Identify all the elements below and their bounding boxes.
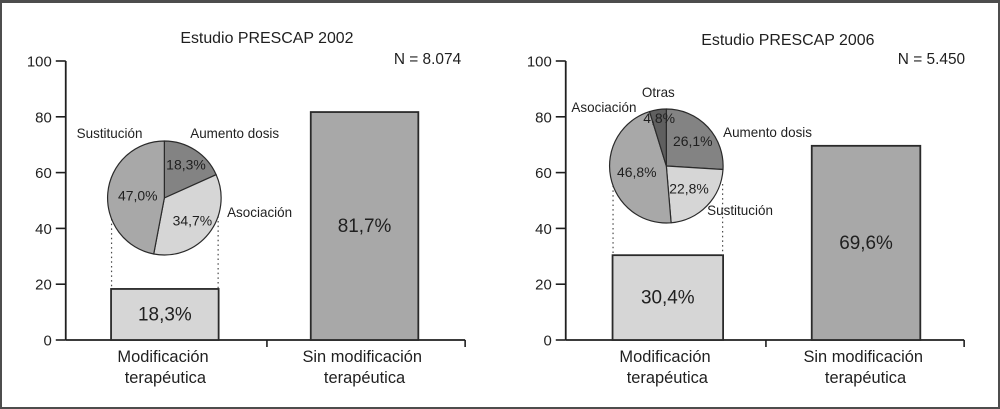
pie-percent-label: 18,3% [166,156,206,172]
category-line: terapéutica [627,369,709,387]
pie-slice-name-label: Aumento dosis [723,125,812,140]
panel-prescap-2002: Estudio PRESCAP 2002 N = 8.074 0 20 40 60 80… [27,30,466,387]
pie-percent-label: 26,1% [673,133,713,149]
pie-percent-label: 46,8% [617,164,657,180]
y-tick-label: 100 [27,53,52,70]
pie-slice [107,140,165,255]
pie-slice [665,108,724,171]
category-line: Sin modificación [302,348,422,366]
y-tick-label: 80 [535,109,552,126]
pie-percent-label: 4,8% [643,110,675,126]
bar-value-label: 81,7% [338,216,392,237]
bar-value-label: 18,3% [138,304,192,325]
pie-slice [153,174,222,256]
panel-title: Estudio PRESCAP 2006 [701,32,874,49]
bar-value-label: 30,4% [641,288,695,309]
y-tick-label: 0 [543,332,551,349]
bar [110,288,220,341]
pie-slice [648,108,667,167]
bar-value-label: 69,6% [839,233,893,254]
category-line: terapéutica [324,369,406,387]
category-line: Modificación [619,348,710,366]
pie-slice-name-label: Sustitución [77,126,143,141]
category-label: Sin modificación terapéutica [803,348,927,387]
bar [810,144,922,341]
pie-slice [163,140,217,199]
sample-size-label: N = 5.450 [898,51,965,68]
pie-slice-name-label: Otras [642,85,675,100]
pie-percent-label: 22,8% [669,180,709,196]
pie-slice [665,165,724,224]
category-label: Modificación terapéutica [117,348,213,387]
bar [611,254,725,341]
pie-slice-name-label: Asociación [227,205,292,220]
pie-percent-label: 34,7% [173,212,213,228]
y-tick-label: 40 [35,221,52,238]
y-tick-label: 20 [35,277,52,294]
category-line: Modificación [117,348,208,366]
pie-slice-name-label: Asociación [571,100,636,115]
axes-group: 0 20 40 60 80 100 [527,53,965,350]
bar [309,111,420,341]
pie-slice [608,110,672,224]
sample-size-label: N = 8.074 [394,51,462,68]
category-label: Sin modificación terapéutica [302,348,426,387]
category-line: Sin modificación [803,348,923,366]
y-tick-label: 100 [527,53,552,70]
category-line: terapéutica [825,369,907,387]
plot-group: 18,3% 81,7% 18,3% Aumento dosis 34,7% Asociac… [77,111,420,341]
y-tick-label: 60 [35,165,52,182]
pie-slice-name-label: Aumento dosis [190,126,279,141]
panel-title: Estudio PRESCAP 2002 [180,30,353,47]
y-tick-label: 0 [43,332,51,349]
y-tick-label: 40 [535,221,552,238]
y-tick-label: 80 [35,109,52,126]
category-line: terapéutica [125,369,207,387]
y-tick-label: 60 [535,165,552,182]
category-label: Modificación terapéutica [619,348,715,387]
plot-group: 30,4% 69,6% 26,1% Aumento dosis 22,8% Sustitu… [571,85,922,341]
pie-percent-label: 47,0% [118,187,158,203]
panel-prescap-2006: Estudio PRESCAP 2006 N = 5.450 0 20 40 60 80… [527,32,965,387]
y-tick-label: 20 [535,277,552,294]
pie-slice-name-label: Sustitución [707,203,773,218]
